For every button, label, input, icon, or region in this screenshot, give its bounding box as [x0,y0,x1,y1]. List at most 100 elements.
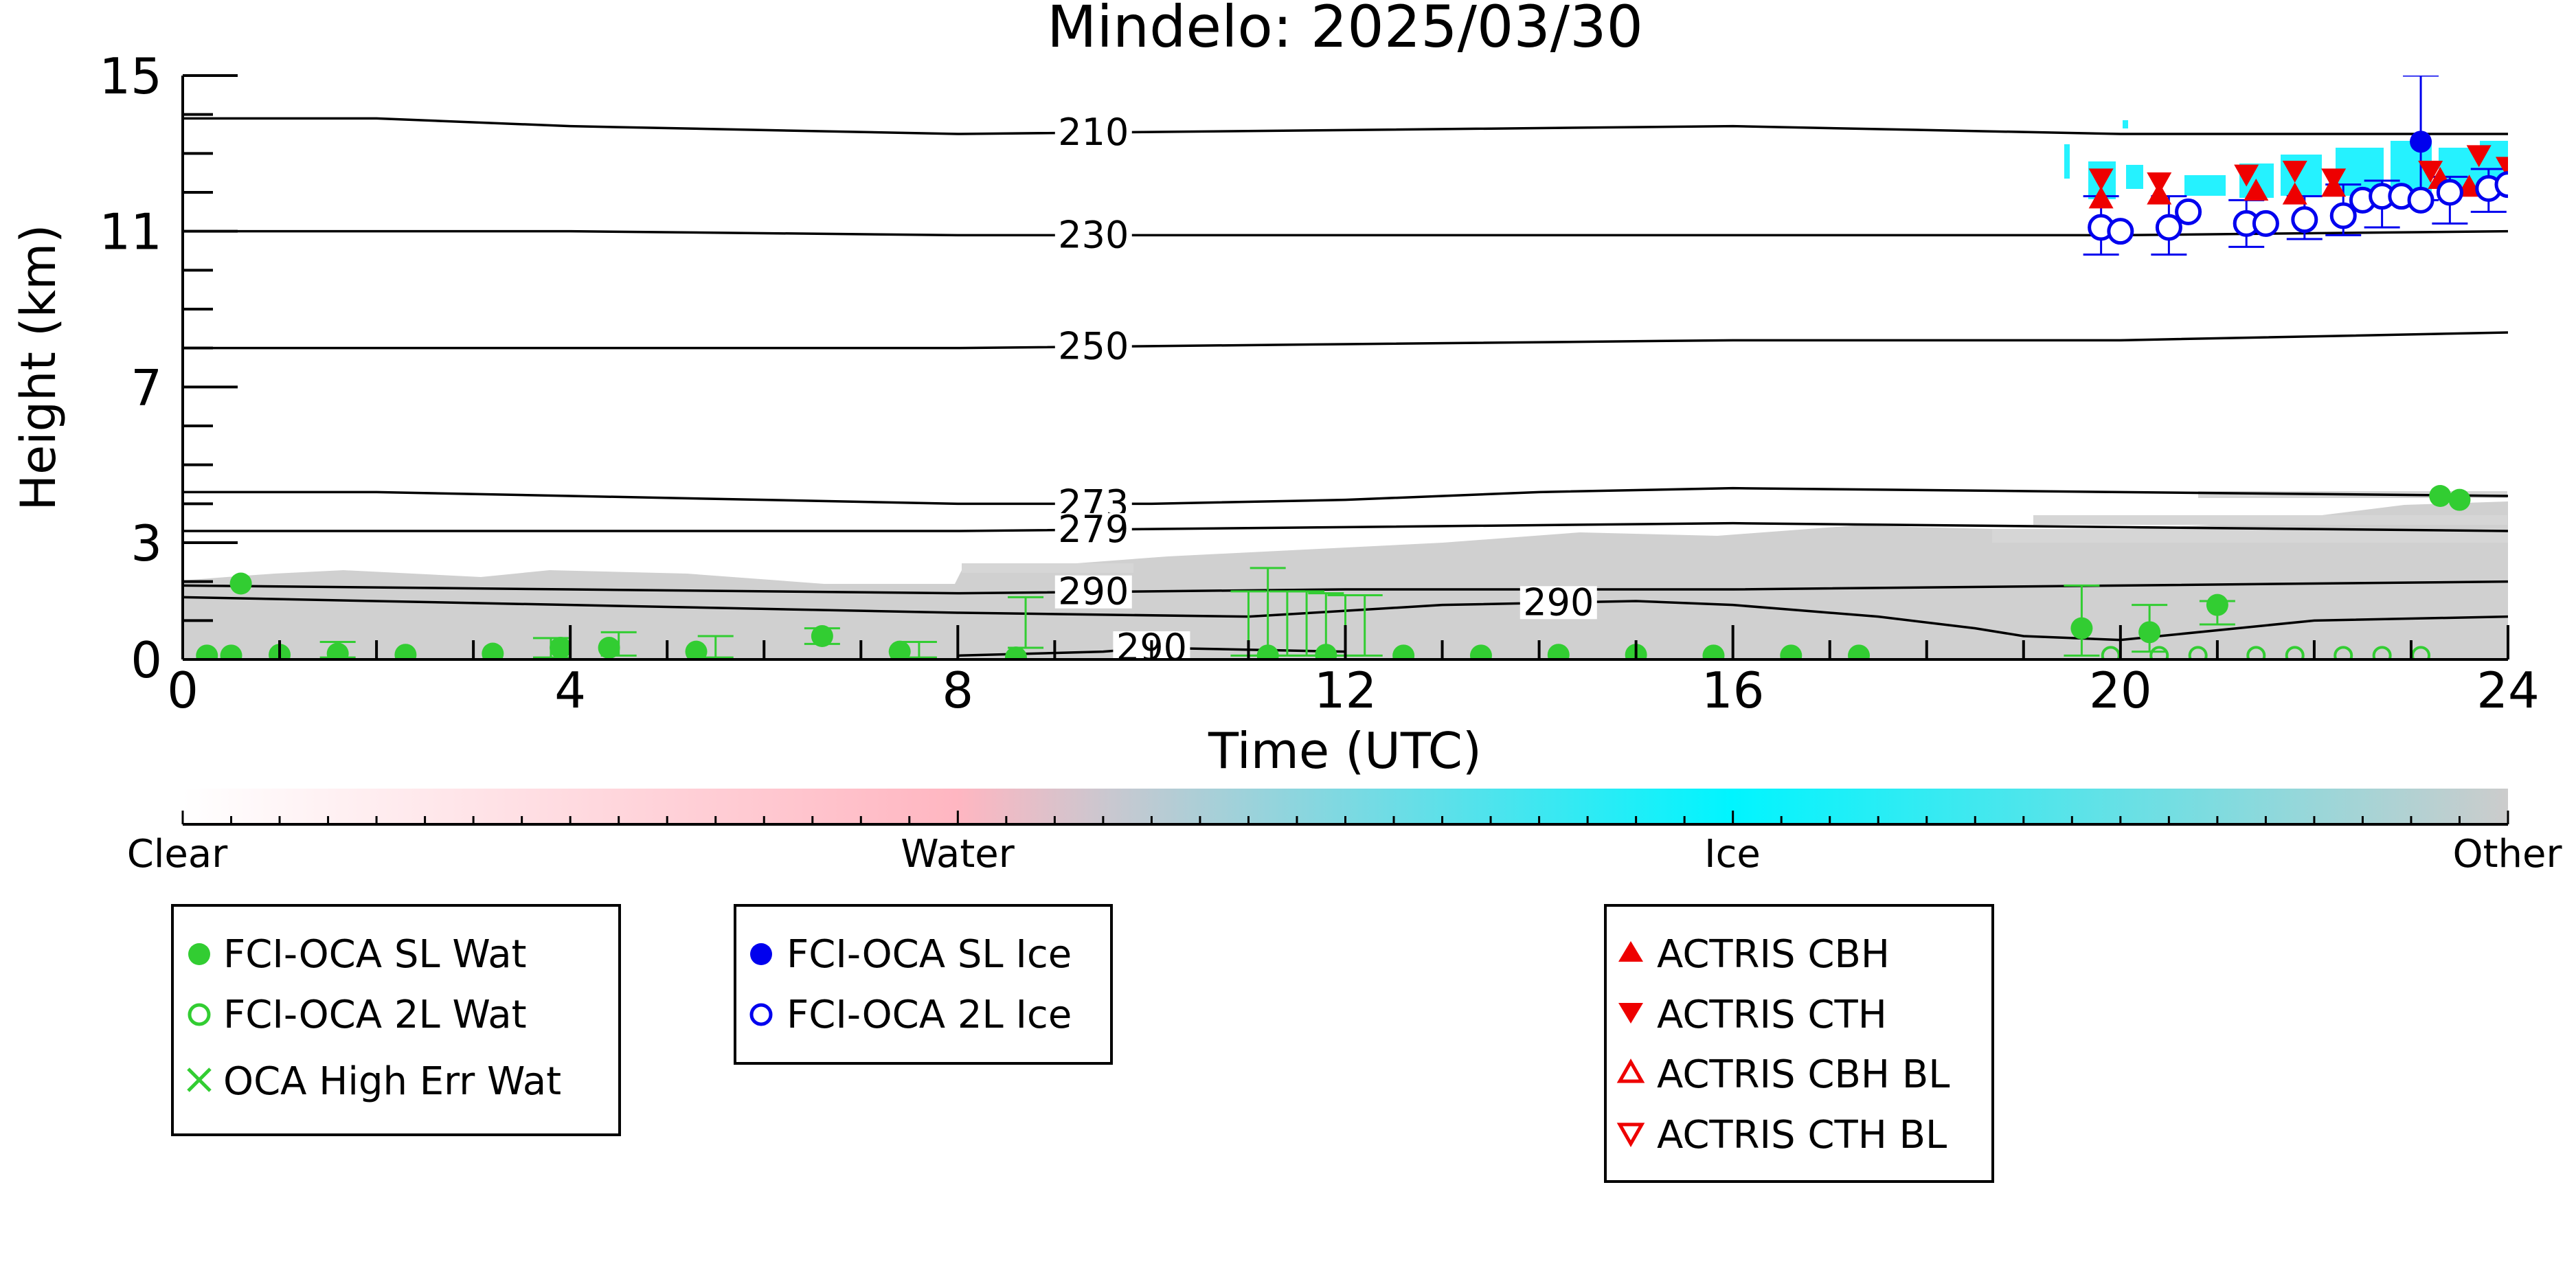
legend-label-2l-wat: FCI-OCA 2L Wat [223,993,527,1037]
marker-2l-wat [2334,646,2353,659]
marker-sl-wat [196,644,218,659]
y-ticks: 0 3 7 11 15 [99,47,238,689]
contour-label-bg [1054,116,1132,150]
contour-line [183,580,2508,595]
marker-sl-wat [685,640,708,659]
marker-sl-wat [550,637,572,659]
marker-sl-wat [598,637,620,659]
marker-2l-ice [2252,210,2279,237]
legend-marker-cth-bl [1616,1122,1645,1148]
colorbar-label-water: Water [901,832,1015,877]
colorbar-label-clear: Clear [127,832,228,877]
x-tick-label: 0 [167,662,199,719]
y-tick-label: 0 [131,631,162,689]
legend-label-higherr-wat: OCA High Err Wat [223,1059,561,1104]
other-cloud-mask [183,501,2508,659]
contour-label: 290 [1523,580,1594,624]
legend-label-sl-ice: FCI-OCA SL Ice [787,932,1072,977]
marker-cth [2282,161,2307,183]
marker-cth [2496,157,2508,179]
legend-label-cth-bl: ACTRIS CTH BL [1657,1113,1947,1157]
marker-2l-ice [2329,202,2357,229]
legend-water: FCI-OCA SL Wat FCI-OCA 2L Wat OCA High E… [171,904,621,1136]
legend-marker-higherr-wat [187,1067,212,1092]
contour-label: 230 [1058,213,1129,256]
colorbar: Clear Water Ice Other [127,789,2562,877]
contour-label: 290 [1058,570,1129,613]
legend-marker-2l-ice [749,1003,773,1026]
contour-line [183,521,2508,532]
contour-line [183,117,2508,135]
marker-2l-ice [2155,214,2182,241]
marker-sl-wat [1392,644,1415,659]
marker-2l-wat [2149,646,2169,659]
marker-sl-wat [1780,644,1803,659]
marker-2l-wat [2285,646,2305,659]
marker-2l-ice [2107,218,2134,245]
marker-cbh [2244,179,2269,201]
marker-sl-ice [2410,131,2432,153]
contour-label: 279 [1058,508,1129,551]
contour-label-bg [1054,218,1132,252]
marker-sl-wat [1256,644,1279,659]
marker-2l-ice [2291,206,2318,234]
marker-sl-wat [1315,644,1337,659]
legend-label-cbh: ACTRIS CBH [1657,932,1890,977]
marker-cth [2418,161,2443,183]
data-markers [196,131,2508,659]
y-tick-label: 7 [131,359,162,416]
legend-actris: ACTRIS CBH ACTRIS CTH ACTRIS CBH BL ACTR… [1604,904,1994,1183]
marker-cth [2234,164,2259,187]
y-tick-label: 3 [131,515,162,572]
x-ticks: 0 4 8 12 16 20 24 [167,625,2540,719]
y-tick-label: 15 [99,47,162,105]
x-axis-label: Time (UTC) [1208,722,1482,780]
marker-sl-wat [2448,488,2471,511]
legend-ice: FCI-OCA SL Ice FCI-OCA 2L Ice [734,904,1113,1065]
marker-sl-wat [2070,617,2093,640]
marker-2l-ice [2175,198,2202,225]
marker-cbh [2282,182,2307,205]
marker-2l-wat [2101,646,2121,659]
marker-sl-wat [1469,644,1492,659]
contour-label-bg [1054,330,1132,363]
contour-label-bg [1519,586,1597,620]
marker-2l-ice [2494,171,2508,199]
legend-label-cbh-bl: ACTRIS CBH BL [1657,1052,1950,1097]
marker-2l-ice [2436,179,2463,206]
marker-sl-wat [229,572,252,595]
marker-cth [2321,168,2347,191]
marker-sl-wat [1848,644,1871,659]
marker-cth [2466,145,2492,168]
marker-sl-wat [1547,644,1570,659]
marker-sl-wat [888,640,911,659]
marker-cth [2147,172,2172,194]
y-tick-label: 11 [99,203,162,261]
marker-sl-wat [2429,485,2452,507]
x-tick-label: 16 [1702,662,1765,719]
legend-marker-sl-wat [188,943,210,965]
plot-area [183,76,2508,659]
legend-label-cth: ACTRIS CTH [1657,993,1887,1037]
marker-2l-wat [2372,646,2392,659]
legend-marker-2l-wat [188,1003,211,1026]
marker-sl-wat [811,625,833,647]
marker-sl-wat [2138,621,2161,644]
marker-sl-wat [482,642,504,659]
contour-label-bg [1054,575,1132,609]
contour-label-bg [1054,513,1132,547]
marker-sl-wat [1702,644,1725,659]
marker-sl-wat [394,644,417,659]
legend-marker-cbh [1618,941,1643,962]
contour-label: 210 [1058,111,1129,154]
marker-2l-wat [2246,646,2266,659]
marker-sl-wat [1004,646,1027,659]
marker-2l-wat [2411,646,2431,659]
colorbar-label-ice: Ice [1704,832,1761,877]
legend-label-sl-wat: FCI-OCA SL Wat [223,932,527,977]
marker-sl-wat [220,644,242,659]
marker-cth [2088,168,2114,191]
y-axis-label: Height (km) [10,225,67,511]
legend-marker-cbh-bl [1616,1058,1645,1083]
